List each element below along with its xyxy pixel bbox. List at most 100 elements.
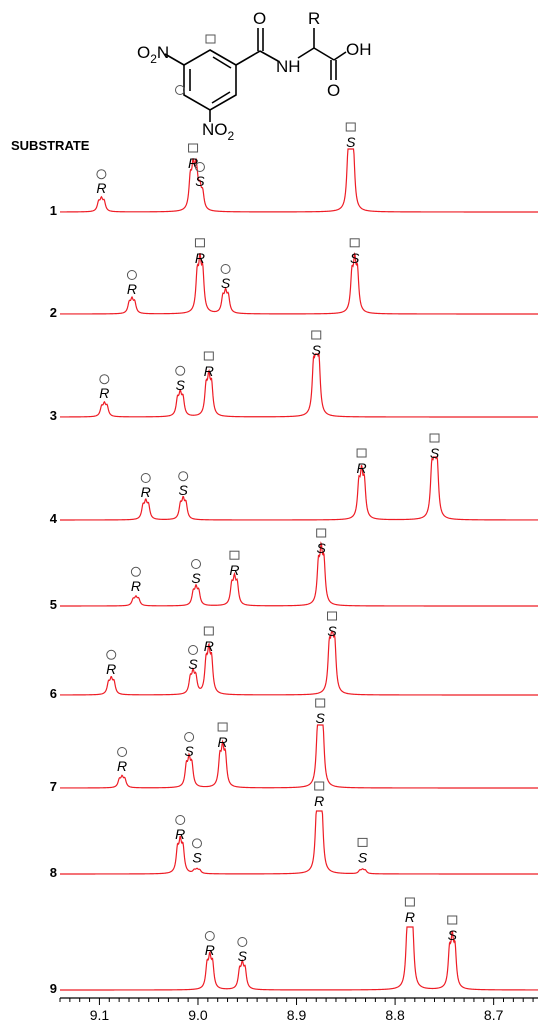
peak-square-marker: [188, 143, 199, 153]
peak-circle-marker: [130, 566, 141, 577]
peak-label: S: [430, 445, 440, 461]
spectrum-3: 3 R S R S: [50, 330, 538, 423]
nitro-left-subscript: 2: [150, 52, 157, 66]
peak-square-marker: [315, 698, 326, 708]
peak-label: R: [218, 734, 228, 750]
acid-to-oh-bond: [333, 51, 347, 61]
peak-label: R: [127, 281, 137, 297]
peak-circle-marker: [194, 162, 205, 172]
peak-label: R: [204, 638, 214, 654]
peak-label: R: [141, 484, 151, 500]
peak-circle-marker: [178, 471, 189, 482]
peak-label: R: [106, 661, 116, 677]
structure-square-marker: [205, 34, 216, 44]
peak-label: R: [205, 942, 215, 958]
peak-label: S: [327, 623, 337, 639]
spectrum-9: 9 R S R S: [50, 897, 538, 996]
peak-label: S: [238, 948, 248, 964]
peak-label: S: [448, 927, 458, 943]
peak-circle-marker: [175, 815, 186, 825]
spectrum-line: [60, 148, 538, 213]
peak-label: S: [312, 342, 322, 358]
x-axis: 9.1 9.0 8.9 8.8 8.7: [59, 997, 538, 1023]
peak-circle-marker: [191, 559, 202, 569]
spectrum-number-label: 3: [50, 408, 57, 423]
peak-label: R: [96, 180, 106, 196]
peak-circle-marker: [204, 931, 215, 941]
spectrum-number-label: 9: [50, 981, 57, 996]
peak-square-marker: [203, 351, 214, 361]
peak-label: S: [195, 173, 205, 189]
peak-circle-marker: [126, 270, 137, 280]
peak-square-marker: [345, 122, 356, 132]
peak-label: S: [358, 849, 368, 865]
structure-circle-marker: [175, 85, 185, 95]
x-tick-label: 8.8: [385, 1007, 405, 1023]
x-tick-label: 9.1: [90, 1007, 110, 1023]
peak-label: S: [176, 377, 186, 393]
peak-label: R: [175, 826, 185, 842]
acid-oxygen: O: [327, 81, 340, 100]
peak-circle-marker: [191, 838, 202, 849]
peak-label: R: [229, 562, 239, 578]
peak-square-marker: [311, 330, 322, 340]
spectrum-6: 6R SRS: [50, 611, 538, 701]
peak-label: S: [221, 275, 231, 291]
peak-circle-marker: [117, 747, 128, 757]
peak-circle-marker: [184, 732, 195, 742]
peak-label: S: [192, 849, 202, 865]
peak-square-marker: [447, 915, 458, 925]
peak-label: R: [99, 385, 109, 401]
spectrum-number-label: 7: [50, 779, 57, 794]
peak-square-marker: [404, 897, 415, 907]
peak-label: S: [188, 656, 198, 672]
spectrum-line: [60, 926, 538, 991]
spectrum-line: [60, 810, 538, 875]
ring-double-bond-1: [212, 56, 232, 69]
molecule-structure: [164, 28, 347, 122]
peak-label: R: [117, 758, 127, 774]
peak-label: S: [350, 250, 360, 266]
acid-oh: OH: [346, 40, 372, 59]
spectrum-number-label: 5: [50, 597, 57, 612]
peak-square-marker: [429, 433, 440, 443]
peak-square-marker: [356, 448, 367, 458]
peak-label: R: [195, 250, 205, 266]
spectrum-number-label: 2: [50, 305, 57, 320]
spectrum-line: [60, 455, 538, 521]
spectrum-7: 7 R S R S: [50, 698, 538, 794]
peak-label: S: [316, 710, 326, 726]
peak-label: R: [405, 909, 415, 925]
peak-label: S: [191, 570, 201, 586]
peak-label: R: [204, 363, 214, 379]
x-tick-label: 8.7: [484, 1007, 504, 1023]
spectrum-number-label: 1: [50, 203, 57, 218]
benzene-ring: [183, 49, 237, 111]
spectrum-line: [60, 631, 538, 696]
carbonyl-to-nh-bond: [259, 50, 279, 62]
peak-square-marker: [349, 238, 360, 248]
spectrum-line: [60, 724, 538, 789]
peak-circle-marker: [99, 374, 110, 385]
peak-square-marker: [203, 626, 214, 636]
nitro-left-o: O: [137, 43, 150, 62]
spectrum-5: 5 R S R S: [50, 528, 538, 612]
ring-to-carbonyl-bond: [235, 50, 261, 66]
spectrum-line: [60, 541, 538, 607]
peak-label: R: [357, 460, 367, 476]
spectrum-number-label: 4: [50, 511, 58, 526]
peak-square-marker: [314, 781, 325, 791]
nitro-left-n: N: [157, 43, 169, 62]
r-group: R: [308, 9, 320, 28]
substrate-heading: SUBSTRATE: [11, 138, 90, 153]
peak-square-marker: [217, 722, 228, 732]
nitro-bottom-no: NO: [202, 120, 228, 139]
structure-labels: O2N NO2 O NH R O OH: [137, 9, 372, 143]
x-tick-label: 9.0: [188, 1007, 208, 1023]
peak-label: S: [179, 482, 189, 498]
alpha-to-acid-bond: [313, 47, 335, 61]
peak-square-marker: [229, 550, 240, 560]
peak-square-marker: [357, 837, 368, 847]
